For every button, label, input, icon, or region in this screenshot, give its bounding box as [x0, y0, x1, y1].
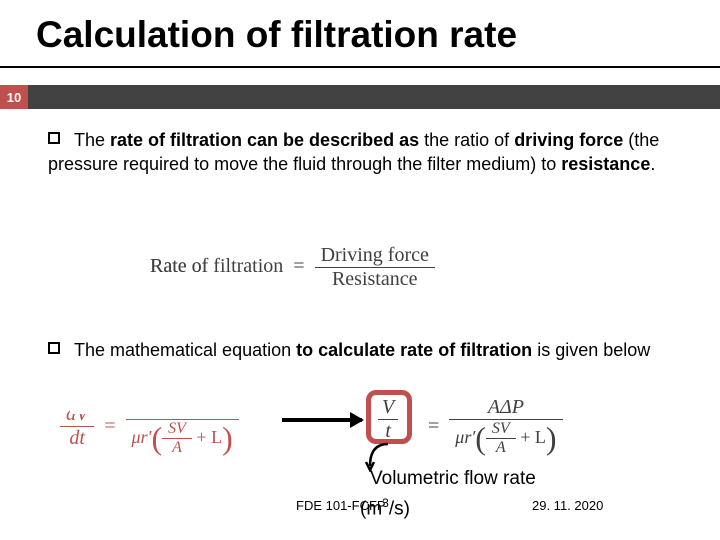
- footer-date: 29. 11. 2020: [532, 498, 603, 513]
- rparen: ): [222, 420, 233, 456]
- bullet-2: The mathematical equation to calculate r…: [48, 338, 688, 362]
- mur-text: μr′: [132, 427, 152, 447]
- formula-rate-label-2: Rate of filtration: [150, 255, 283, 277]
- den-mur: μr′(SVA + L): [126, 420, 239, 457]
- bullet-2-text: The mathematical equation to calculate r…: [74, 340, 650, 360]
- bullet-marker-icon-2: [48, 342, 60, 354]
- num-sv-2: SV: [486, 420, 516, 439]
- bullet-1: The rate of filtration can be described …: [48, 128, 688, 177]
- den-a: A: [162, 439, 192, 457]
- plus-l-text: + L: [196, 427, 222, 447]
- bullet-1-seg-a: The: [74, 130, 110, 150]
- den-mur-2: μr′(SVA + L): [449, 420, 562, 457]
- num-adp-2: AΔP: [449, 396, 562, 420]
- bullet-1-seg-d: driving force: [514, 130, 623, 150]
- bullet-2-seg-b: to calculate rate of filtration: [296, 340, 532, 360]
- plus-l-2: + L: [516, 427, 546, 447]
- frac-sva: SVA: [162, 420, 192, 457]
- highlight-box: [366, 390, 412, 444]
- equals-sign-2: =: [293, 255, 304, 277]
- lparen: (: [151, 420, 162, 456]
- footer-course-code: FDE 101-FCFP: [296, 498, 386, 513]
- equals-sign-4: =: [428, 415, 439, 437]
- arrow-icon: [282, 418, 362, 422]
- slide: Calculation of filtration rate 10 The ra…: [0, 0, 720, 540]
- formula-steady: = AΔP μr′(SVA + L): [422, 396, 563, 457]
- plus-l: + L: [192, 427, 222, 447]
- formula-rate-ratio-top: Rate of filtration = Driving force Resis…: [150, 244, 435, 291]
- den-a-2: A: [486, 439, 516, 457]
- plus-l-text-2: + L: [520, 427, 546, 447]
- denominator-resistance-2: Resistance: [315, 268, 435, 291]
- den-dt: dt: [60, 427, 94, 450]
- units-post: /s): [389, 498, 410, 519]
- volumetric-label: Volumetric flow rate: [370, 468, 536, 490]
- equals-sign-3: =: [104, 415, 115, 437]
- rparen-2: ): [546, 420, 557, 456]
- frac-sva-2: SVA: [486, 420, 516, 457]
- bullet-marker-icon: [48, 132, 60, 144]
- bullet-1-seg-c: the ratio of: [419, 130, 514, 150]
- bullet-1-seg-f: resistance: [561, 154, 650, 174]
- title-underline: [0, 66, 720, 68]
- lparen-2: (: [475, 420, 486, 456]
- slide-title: Calculation of filtration rate: [36, 14, 517, 56]
- mur-text-2: μr′: [455, 427, 475, 447]
- page-number-badge: 10: [0, 85, 28, 109]
- bullet-2-seg-c: is given below: [532, 340, 650, 360]
- frac-adp-2: AΔP μr′(SVA + L): [449, 396, 562, 457]
- fraction-driving-resistance-2: Driving force Resistance: [315, 244, 435, 291]
- header-strip: [28, 85, 720, 109]
- white-overlay-2: [70, 380, 330, 414]
- num-sv: SV: [162, 420, 192, 439]
- bullet-1-seg-b: rate of filtration can be described as: [110, 130, 419, 150]
- numerator-driving-2: Driving force: [315, 244, 435, 268]
- bullet-1-seg-g: .: [650, 154, 655, 174]
- bullet-1-text: The rate of filtration can be described …: [48, 130, 659, 174]
- bullet-2-seg-a: The mathematical equation: [74, 340, 296, 360]
